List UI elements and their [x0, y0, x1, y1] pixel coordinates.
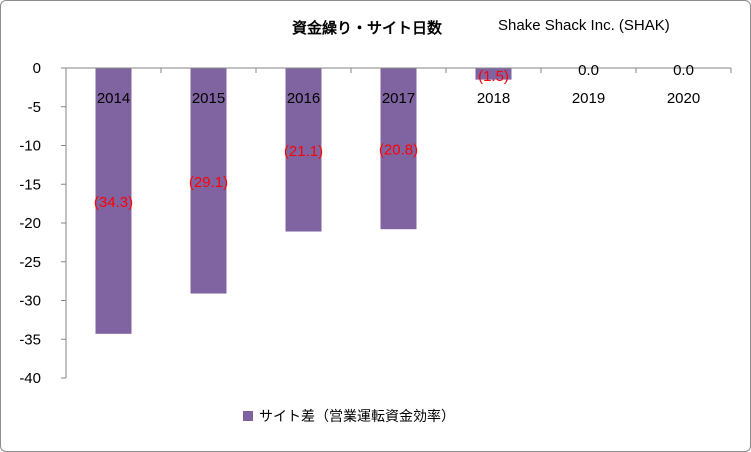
- y-tick-label: -10: [19, 138, 41, 155]
- y-tick-label: -30: [19, 293, 41, 310]
- x-tick-label-2018: 2018: [477, 90, 510, 107]
- y-tick-label: 0: [33, 60, 41, 77]
- data-label-2016: (21.1): [284, 143, 323, 160]
- x-tick-label-2017: 2017: [382, 90, 415, 107]
- x-tick-label-2019: 2019: [572, 90, 605, 107]
- legend-swatch: [243, 411, 253, 421]
- y-tick-label: -35: [19, 331, 41, 348]
- y-tick-label: -25: [19, 254, 41, 271]
- data-label-2018: (1.5): [478, 68, 509, 85]
- bar-2015: [190, 68, 227, 294]
- chart-subtitle: Shake Shack Inc. (SHAK): [498, 17, 670, 34]
- x-tick-label-2015: 2015: [192, 90, 225, 107]
- legend-label: サイト差（営業運転資金効率）: [259, 409, 455, 425]
- chart-title: 資金繰り・サイト日数: [292, 19, 443, 37]
- x-tick-label-2014: 2014: [97, 90, 130, 107]
- data-label-2014: (34.3): [94, 194, 133, 211]
- y-tick-label: -40: [19, 370, 41, 387]
- data-label-2020: 0.0: [673, 62, 694, 79]
- y-tick-label: -5: [28, 99, 41, 116]
- y-tick-label: -20: [19, 215, 41, 232]
- bar-2014: [95, 68, 132, 334]
- bar-2018: [475, 68, 512, 80]
- legend: サイト差（営業運転資金効率）: [243, 406, 455, 426]
- bar-2017: [380, 68, 417, 230]
- data-label-2015: (29.1): [189, 174, 228, 191]
- bar-2016: [285, 68, 322, 232]
- data-label-2017: (20.8): [379, 142, 418, 159]
- x-tick-label-2020: 2020: [667, 90, 700, 107]
- y-tick-label: -15: [19, 176, 41, 193]
- x-tick-label-2016: 2016: [287, 90, 320, 107]
- data-label-2019: 0.0: [578, 62, 599, 79]
